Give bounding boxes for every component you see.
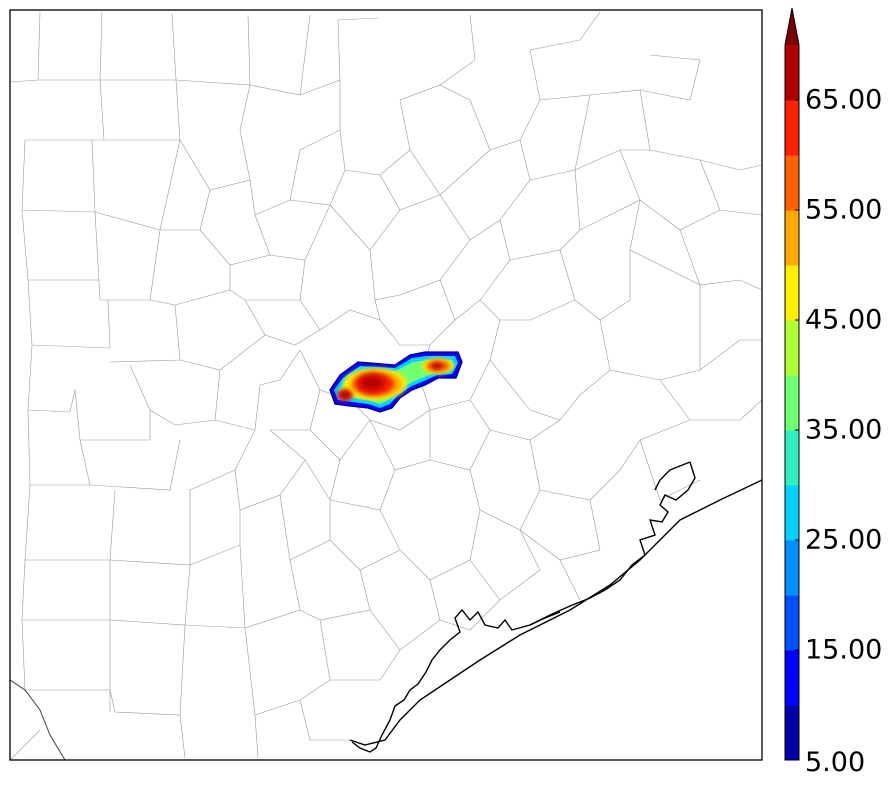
colorbar-tick-label: 65.00 bbox=[805, 85, 882, 116]
colorbar-segment bbox=[785, 265, 799, 321]
colorbar-segment bbox=[785, 595, 799, 651]
colorbar-tick-label: 45.00 bbox=[805, 305, 882, 336]
colorbar-segment bbox=[785, 100, 799, 156]
colorbar-extend-arrow bbox=[785, 8, 799, 45]
map-panel bbox=[9, 9, 763, 761]
colorbar-tick-label: 35.00 bbox=[805, 415, 882, 446]
colorbar-tick-label: 5.00 bbox=[805, 747, 865, 778]
colorbar-segment bbox=[785, 45, 799, 101]
coastline bbox=[349, 461, 762, 753]
colorbar-tick-label: 15.00 bbox=[805, 635, 882, 666]
colorbar-segment bbox=[785, 540, 799, 596]
colorbar-segment bbox=[785, 375, 799, 431]
colorbar-segments bbox=[785, 45, 799, 761]
colorbar-ticks: 5.00 15.00 25.00 35.00 45.00 55.00 65.00 bbox=[795, 85, 882, 778]
colorbar-tick-label: 55.00 bbox=[805, 195, 882, 226]
colorbar-segment bbox=[785, 430, 799, 486]
colorbar-segment bbox=[785, 705, 799, 761]
colorbar-segment bbox=[785, 485, 799, 541]
colorbar-segment bbox=[785, 650, 799, 706]
colorbar-segment bbox=[785, 155, 799, 211]
colorbar-tick-label: 25.00 bbox=[805, 525, 882, 556]
radar-reflectivity bbox=[329, 351, 463, 413]
county-boundaries bbox=[10, 11, 762, 760]
colorbar-segment bbox=[785, 210, 799, 266]
map-frame bbox=[9, 9, 763, 761]
colorbar-segment bbox=[785, 320, 799, 376]
colorbar: 5.00 15.00 25.00 35.00 45.00 55.00 65.00 bbox=[784, 7, 882, 778]
state-border bbox=[10, 679, 66, 760]
